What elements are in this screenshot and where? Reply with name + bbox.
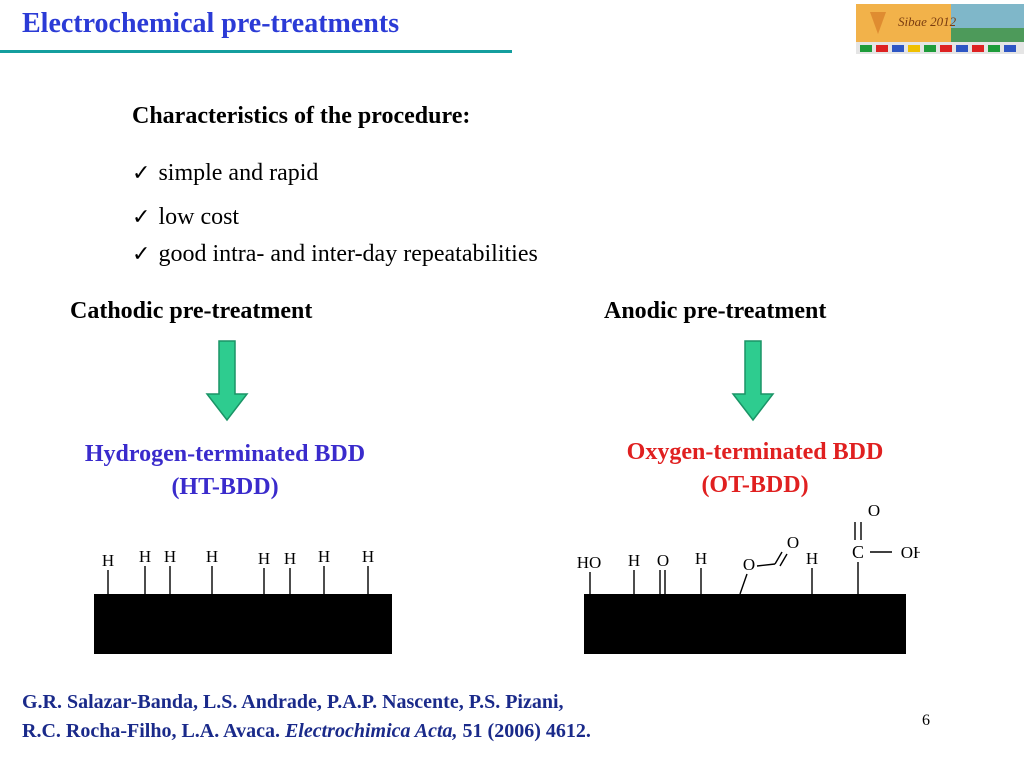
citation: G.R. Salazar-Banda, L.S. Andrade, P.A.P.…	[22, 688, 591, 746]
svg-text:H: H	[628, 551, 640, 570]
ot-bdd-label: Oxygen-terminated BDD (OT-BDD)	[626, 439, 884, 498]
ot-bdd-surface-diagram: HO H O H O O H C O OH	[577, 501, 920, 654]
down-arrow-icon	[731, 340, 775, 422]
checkmark-icon: ✓	[132, 160, 151, 185]
down-arrow-icon	[205, 340, 249, 422]
svg-text:OH: OH	[901, 543, 920, 562]
svg-text:H: H	[164, 547, 176, 566]
svg-text:O: O	[743, 555, 755, 574]
bdd-surface-block	[94, 594, 392, 654]
oxygen-groups: HO H O H O O H C O OH	[577, 501, 920, 595]
checkmark-icon: ✓	[132, 241, 151, 266]
conference-logo: Sibae 2012	[856, 4, 1024, 54]
svg-text:H: H	[206, 547, 218, 566]
svg-text:H: H	[139, 547, 151, 566]
title-underline	[0, 50, 512, 53]
citation-authors: G.R. Salazar-Banda, L.S. Andrade, P.A.P.…	[22, 691, 564, 713]
svg-text:O: O	[657, 551, 669, 570]
svg-text:H: H	[318, 547, 330, 566]
svg-text:HO: HO	[577, 553, 602, 572]
checkmark-icon: ✓	[132, 204, 151, 229]
cathodic-label: Cathodic pre-treatment	[70, 298, 313, 324]
svg-text:H: H	[362, 547, 374, 566]
logo-text: Sibae 2012	[898, 14, 957, 29]
svg-text:O: O	[868, 501, 880, 520]
page-number: 6	[922, 712, 930, 729]
page-title: Electrochemical pre-treatments	[22, 8, 400, 39]
ht-bdd-surface-diagram: H H H H H H H H	[94, 547, 392, 654]
bdd-surface-block	[584, 594, 906, 654]
characteristics-heading: Characteristics of the procedure:	[132, 103, 471, 129]
svg-text:H: H	[102, 551, 114, 570]
characteristic-item: ✓ good intra- and inter-day repeatabiliti…	[132, 241, 538, 267]
svg-text:H: H	[806, 549, 818, 568]
anodic-label: Anodic pre-treatment	[604, 298, 827, 324]
svg-text:C: C	[852, 542, 864, 562]
svg-text:H: H	[284, 549, 296, 568]
hydrogen-atoms: H H H H H H H H	[102, 547, 374, 594]
svg-text:H: H	[695, 549, 707, 568]
ht-bdd-label: Hydrogen-terminated BDD (HT-BDD)	[84, 441, 366, 500]
svg-text:O: O	[787, 533, 799, 552]
citation-source: R.C. Rocha-Filho, L.A. Avaca. Electrochi…	[22, 720, 591, 742]
svg-text:H: H	[258, 549, 270, 568]
characteristic-item: ✓ simple and rapid	[132, 160, 319, 186]
characteristic-item: ✓ low cost	[132, 204, 240, 230]
